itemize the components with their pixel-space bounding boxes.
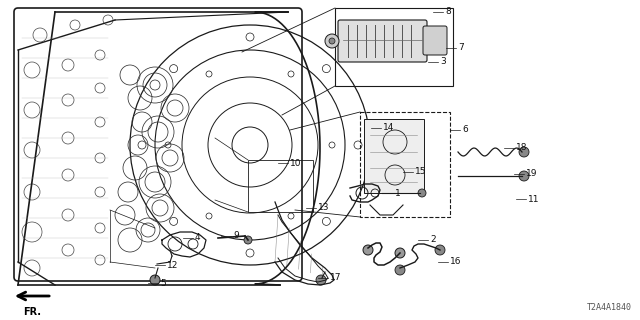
Text: 19: 19 bbox=[526, 170, 538, 179]
Text: 1: 1 bbox=[395, 188, 401, 197]
Text: 14: 14 bbox=[383, 124, 394, 132]
Bar bbox=[248, 160, 313, 212]
Bar bbox=[360, 112, 450, 217]
Circle shape bbox=[150, 275, 160, 285]
Text: 9: 9 bbox=[233, 231, 239, 241]
Circle shape bbox=[519, 171, 529, 181]
FancyBboxPatch shape bbox=[338, 20, 427, 62]
Text: 12: 12 bbox=[167, 260, 179, 269]
Text: 10: 10 bbox=[290, 158, 301, 167]
Text: FR.: FR. bbox=[23, 307, 41, 317]
Text: 2: 2 bbox=[430, 236, 436, 244]
Bar bbox=[335, 8, 453, 86]
Text: T2A4A1840: T2A4A1840 bbox=[587, 303, 632, 312]
Text: 18: 18 bbox=[516, 143, 527, 153]
Text: 11: 11 bbox=[528, 195, 540, 204]
Text: 15: 15 bbox=[415, 167, 426, 177]
Text: 3: 3 bbox=[440, 58, 445, 67]
FancyBboxPatch shape bbox=[423, 26, 447, 55]
Text: 5: 5 bbox=[160, 278, 166, 287]
Text: 7: 7 bbox=[458, 44, 464, 52]
Circle shape bbox=[519, 147, 529, 157]
Circle shape bbox=[395, 265, 405, 275]
Text: 8: 8 bbox=[445, 7, 451, 17]
Circle shape bbox=[395, 248, 405, 258]
Circle shape bbox=[316, 275, 326, 285]
Circle shape bbox=[435, 245, 445, 255]
Text: 4: 4 bbox=[195, 234, 200, 243]
FancyBboxPatch shape bbox=[364, 119, 424, 193]
Text: 13: 13 bbox=[318, 204, 330, 212]
Text: 17: 17 bbox=[330, 274, 342, 283]
Text: 6: 6 bbox=[462, 125, 468, 134]
Circle shape bbox=[325, 34, 339, 48]
Text: 16: 16 bbox=[450, 258, 461, 267]
Circle shape bbox=[418, 189, 426, 197]
Circle shape bbox=[329, 38, 335, 44]
Circle shape bbox=[244, 236, 252, 244]
Circle shape bbox=[363, 245, 373, 255]
